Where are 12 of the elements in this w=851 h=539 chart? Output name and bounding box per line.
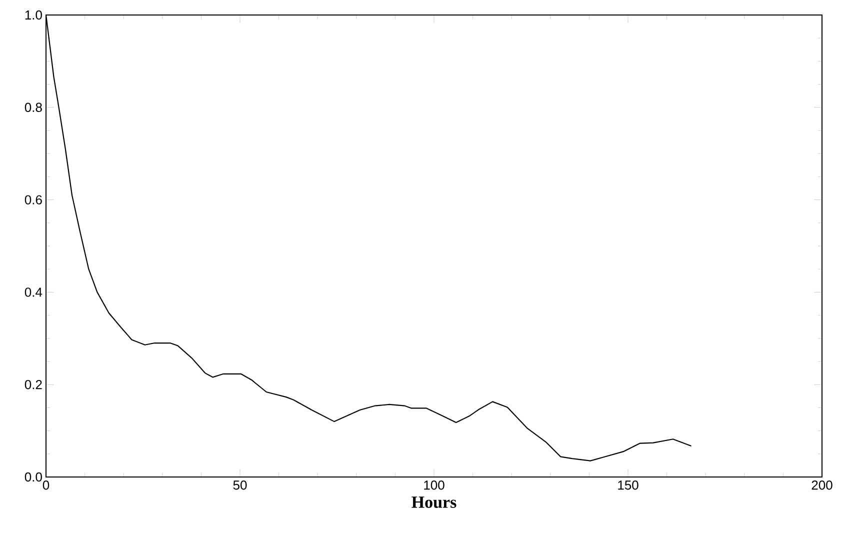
y-tick-label: 0.0 [24, 472, 42, 482]
x-tick-label: 200 [812, 480, 832, 490]
x-tick-label: 50 [233, 480, 247, 490]
x-tick-label: 150 [618, 480, 638, 490]
y-tick-label: 0.4 [24, 288, 42, 297]
x-tick-label: 100 [424, 480, 444, 490]
x-axis-title: Hours [412, 496, 456, 508]
y-tick-label: 0.2 [24, 380, 42, 390]
y-tick-label: 0.8 [24, 102, 42, 112]
x-tick-label: 0 [42, 480, 50, 490]
y-tick-label: 1.0 [25, 10, 42, 20]
y-tick-label: 0.6 [24, 195, 42, 204]
